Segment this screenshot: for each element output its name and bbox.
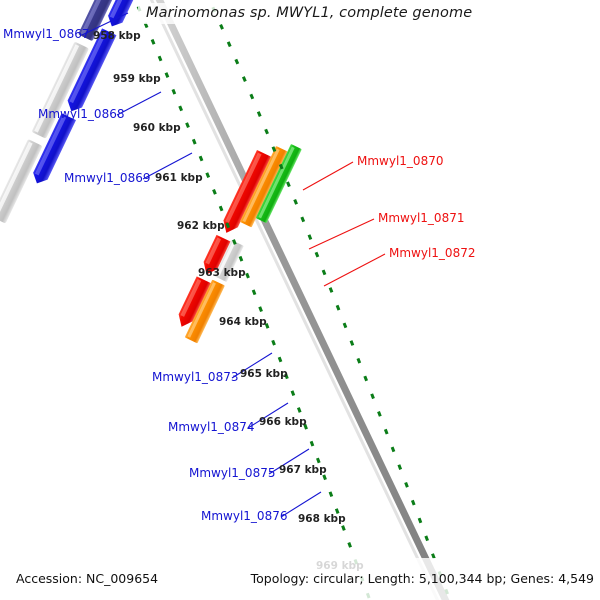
gene-segment[interactable] xyxy=(0,139,43,224)
ruler-tick-label: 967 kbp xyxy=(279,464,327,476)
gene-segment[interactable] xyxy=(64,28,117,114)
gene-label[interactable]: Mmwyl1_0867 xyxy=(3,27,90,41)
gene-track-feature-orange[interactable] xyxy=(185,146,289,344)
gene-label-leader xyxy=(116,91,162,116)
gene-segment[interactable] xyxy=(78,0,117,41)
gene-label-leader xyxy=(142,152,193,180)
genome-meta-label: Topology: circular; Length: 5,100,344 bp… xyxy=(250,571,594,586)
genome-backbone[interactable] xyxy=(142,0,455,600)
gene-label-leader xyxy=(323,253,386,287)
gene-label[interactable]: Mmwyl1_0875 xyxy=(189,466,276,480)
gene-segment[interactable] xyxy=(32,42,89,139)
gene-label-leader xyxy=(280,491,322,518)
gene-segment[interactable] xyxy=(185,279,225,344)
gene-label[interactable]: Mmwyl1_0870 xyxy=(357,154,444,168)
backbone-rail-inner xyxy=(149,0,440,600)
scale-arc-inner xyxy=(133,0,372,600)
gene-segment[interactable] xyxy=(174,276,212,330)
gene-label[interactable]: Mmwyl1_0873 xyxy=(152,370,239,384)
accession-label: Accession: NC_009654 xyxy=(16,571,159,586)
ruler-tick-label: 960 kbp xyxy=(133,122,181,134)
gene-track-feature-green[interactable] xyxy=(256,144,302,223)
gene-segment[interactable] xyxy=(214,240,244,282)
gene-segment[interactable] xyxy=(30,113,77,187)
scale-arc-outer xyxy=(207,0,452,600)
gene-label[interactable]: Mmwyl1_0868 xyxy=(38,107,125,121)
ruler-tick-label: 961 kbp xyxy=(155,172,203,184)
gene-label-leader xyxy=(81,12,129,36)
gene-segment[interactable] xyxy=(105,0,140,30)
gene-label-leader xyxy=(302,161,354,191)
genome-title: Marinomonas sp. MWYL1, complete genome xyxy=(138,3,481,24)
ruler-tick-label: 964 kbp xyxy=(219,316,267,328)
ruler-tick-label: 966 kbp xyxy=(259,416,307,428)
ruler-tick-label: 962 kbp xyxy=(177,220,225,232)
gene-track-feature-red[interactable] xyxy=(174,150,272,330)
gene-label[interactable]: Mmwyl1_0869 xyxy=(64,171,151,185)
backbone-rail-outer xyxy=(155,0,450,600)
ruler-tick-label: 965 kbp xyxy=(240,368,288,380)
gene-track-inner[interactable] xyxy=(0,0,118,427)
gene-label-leader xyxy=(247,402,289,429)
gene-segment[interactable] xyxy=(219,150,272,236)
gene-segment[interactable] xyxy=(256,144,302,223)
ruler-tick-label: 958 kbp xyxy=(93,30,141,42)
gene-segment[interactable] xyxy=(199,234,231,278)
gene-track-outer[interactable] xyxy=(0,0,140,589)
status-bar: Accession: NC_009654 Topology: circular;… xyxy=(0,558,600,600)
gene-label-leader xyxy=(231,352,273,379)
gene-segment[interactable] xyxy=(240,146,288,228)
gene-label[interactable]: Mmwyl1_0872 xyxy=(389,246,476,260)
label-leader-lines xyxy=(81,12,386,518)
gene-label[interactable]: Mmwyl1_0874 xyxy=(168,420,255,434)
gene-label-leader xyxy=(268,448,310,475)
gene-label-leader xyxy=(308,218,375,250)
gene-label[interactable]: Mmwyl1_0876 xyxy=(201,509,288,523)
ruler-tick-label: 959 kbp xyxy=(113,73,161,85)
ruler-tick-label: 968 kbp xyxy=(298,513,346,525)
ruler-tick-label: 963 kbp xyxy=(198,267,246,279)
gene-label[interactable]: Mmwyl1_0871 xyxy=(378,211,465,225)
